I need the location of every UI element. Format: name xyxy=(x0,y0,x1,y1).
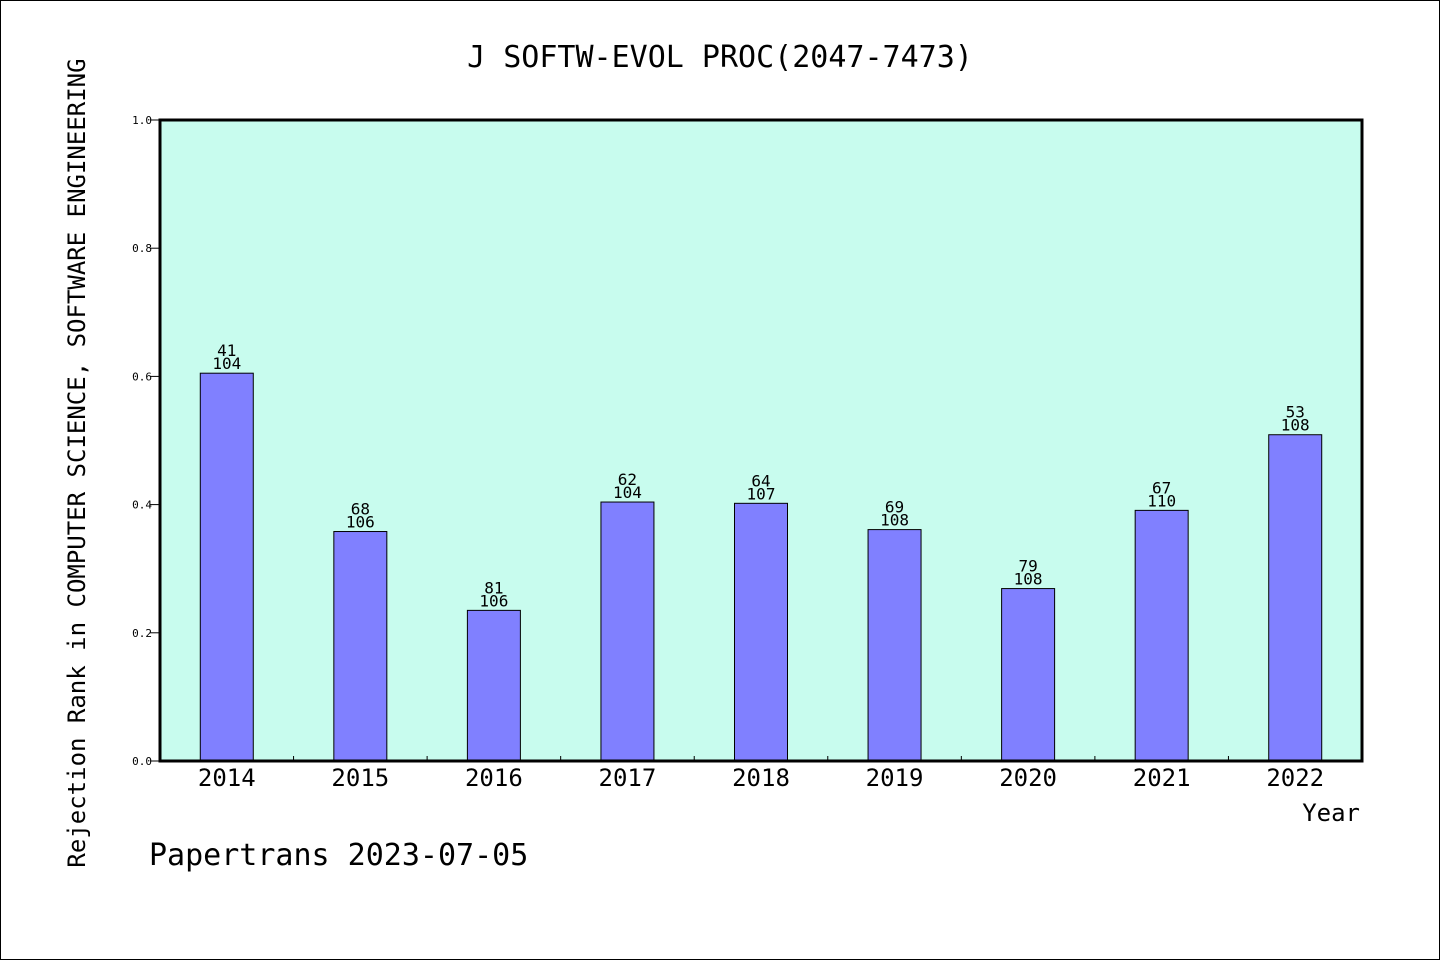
bar-label-bottom: 108 xyxy=(880,511,909,530)
chart-title: J SOFTW-EVOL PROC(2047-7473) xyxy=(467,40,973,75)
bar-label-bottom: 108 xyxy=(1014,570,1043,589)
x-tick-label: 2021 xyxy=(1133,764,1191,792)
x-tick-label: 2014 xyxy=(198,764,256,792)
bar-label-top: 62 xyxy=(618,470,637,489)
bar-label-bottom: 106 xyxy=(346,513,375,532)
x-tick-label: 2019 xyxy=(866,764,924,792)
y-tick-label: 0.8 xyxy=(132,242,152,255)
bar-label-top: 79 xyxy=(1018,557,1037,576)
y-tick-label: 0.0 xyxy=(132,755,152,768)
y-axis-label: Rejection Rank in COMPUTER SCIENCE, SOFT… xyxy=(63,58,91,867)
bar-label-top: 67 xyxy=(1152,478,1171,497)
bar-label-top: 41 xyxy=(217,341,236,360)
x-tick-label: 2015 xyxy=(331,764,389,792)
bar-2018 xyxy=(734,502,788,762)
footer-text: Papertrans 2023-07-05 xyxy=(149,838,528,873)
y-tick-label: 1.0 xyxy=(132,114,152,127)
bar-2015 xyxy=(333,531,388,762)
bar-2020 xyxy=(1001,588,1056,762)
bar-2019 xyxy=(867,529,922,762)
bar-2021 xyxy=(1134,509,1189,762)
bar-2014 xyxy=(199,372,254,762)
bar-label-bottom: 104 xyxy=(613,483,642,502)
bar-2022 xyxy=(1268,434,1323,762)
y-tick-label: 0.4 xyxy=(132,499,152,512)
x-tick-label: 2018 xyxy=(732,764,790,792)
plot-border xyxy=(158,118,1364,763)
x-tick-label: 2016 xyxy=(465,764,523,792)
x-tick-label: 2020 xyxy=(999,764,1057,792)
x-tick-label: 2017 xyxy=(599,764,657,792)
bar-label-top: 53 xyxy=(1286,403,1305,422)
bar-label-bottom: 104 xyxy=(212,354,241,373)
bar-label-top: 69 xyxy=(885,498,904,517)
y-tick-label: 0.2 xyxy=(132,627,152,640)
bar-label-bottom: 106 xyxy=(479,591,508,610)
bar-2017 xyxy=(600,501,655,762)
bar-2016 xyxy=(466,609,521,762)
x-axis-label: Year xyxy=(1302,799,1360,827)
bar-label-top: 81 xyxy=(484,578,503,597)
x-tick-label: 2022 xyxy=(1266,764,1324,792)
y-tick-label: 0.6 xyxy=(132,370,152,383)
bar-label-top: 64 xyxy=(751,471,770,490)
bar-label-bottom: 107 xyxy=(747,484,776,503)
bar-label-top: 68 xyxy=(351,500,370,519)
bar-label-bottom: 110 xyxy=(1147,491,1176,510)
bar-label-bottom: 108 xyxy=(1281,416,1310,435)
